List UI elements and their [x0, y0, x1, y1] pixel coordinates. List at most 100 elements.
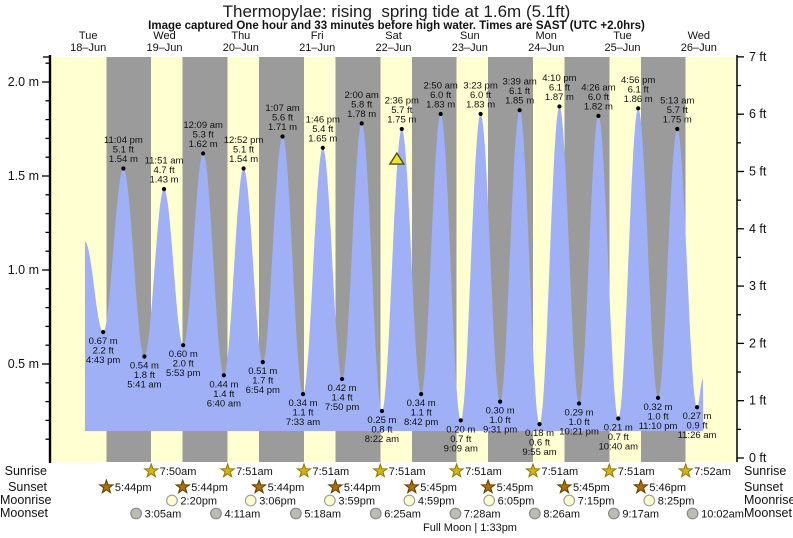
moonrise-icon: [563, 494, 576, 507]
low-tide-dot: [537, 422, 542, 427]
low-tide-dot: [576, 401, 582, 406]
low-tide-label: 0.54 m 1.8 ft 5:41 am: [127, 360, 161, 390]
high-tide-label: 3:23 pm 6.0 ft 1.83 m: [463, 80, 497, 110]
low-tide-label: 0.34 m 1.1 ft 8:42 pm: [404, 398, 438, 428]
left-axis-tick-label: 0.5 m: [8, 357, 39, 371]
moonrise-time: 7:15pm: [578, 496, 615, 508]
low-tide-label: 0.44 m 1.4 ft 6:40 am: [207, 379, 241, 409]
high-tide-dot: [320, 145, 325, 150]
sunset-time: 5:44pm: [115, 482, 152, 494]
sunrise-time: 7:51am: [236, 466, 273, 478]
low-tide-dot: [419, 391, 424, 397]
day-label: Sat 22–Jun: [375, 30, 411, 54]
moonset-time: 7:28am: [464, 509, 501, 521]
sunset-time: 5:44pm: [191, 482, 228, 494]
sunrise-time: 7:50am: [160, 466, 197, 478]
high-tide-dot: [557, 104, 562, 109]
low-tide-label: 0.25 m 0.8 ft 8:22 am: [365, 415, 399, 445]
sunrise-icon: [524, 462, 542, 478]
sunset-icon: [174, 478, 191, 494]
day-label: Mon 24–Jun: [528, 30, 564, 54]
high-tide-dot: [438, 111, 443, 117]
sunset-row-label-left: Sunset: [8, 480, 47, 494]
low-tide-label: 0.51 m 1.7 ft 6:54 pm: [246, 366, 280, 396]
low-tide-dot: [379, 408, 385, 414]
sunrise-time: 7:52am: [694, 466, 731, 478]
moonset-time: 8:26am: [543, 509, 580, 521]
low-tide-label: 0.60 m 2.0 ft 5:53 pm: [166, 349, 200, 379]
sunset-time: 5:44pm: [344, 482, 381, 494]
high-tide-label: 2:36 pm 5.7 ft 1.75 m: [385, 96, 419, 126]
right-axis-tick-label: 7 ft: [749, 50, 767, 64]
day-label: Thu 20–Jun: [223, 30, 259, 54]
low-tide-label: 0.29 m 1.0 ft 10:21 pm: [559, 407, 599, 437]
sunset-row-label-right: Sunset: [744, 480, 783, 494]
day-label: Fri 21–Jun: [299, 30, 335, 54]
high-tide-dot: [201, 151, 206, 156]
low-tide-label: 0.21 m 0.7 ft 10:40 am: [598, 423, 638, 453]
low-tide-dot: [616, 416, 621, 421]
low-tide-label: 0.67 m 2.2 ft 4:43 pm: [86, 336, 120, 366]
sunrise-row-label-left: Sunrise: [4, 464, 47, 478]
high-tide-dot: [399, 126, 404, 132]
moonset-time: 4:11am: [224, 509, 260, 521]
high-tide-label: 4:10 pm 6.1 ft 1.87 m: [542, 73, 576, 103]
high-tide-dot: [675, 126, 680, 132]
low-tide-dot: [694, 405, 700, 410]
high-tide-dot: [280, 134, 285, 139]
moonrise-row-label-right: Moonrise: [744, 493, 793, 507]
moonset-icon: [607, 507, 620, 520]
moonrise-icon: [643, 494, 656, 507]
high-tide-label: 1:46 pm 5.4 ft 1.65 m: [306, 114, 340, 144]
moonset-icon: [369, 507, 382, 520]
sunrise-icon: [295, 462, 313, 478]
sunrise-time: 7:51am: [541, 466, 578, 478]
sunrise-time: 7:51am: [465, 466, 502, 478]
left-axis-tick-label: 1.5 m: [8, 169, 39, 183]
sunrise-icon: [601, 462, 618, 478]
moonrise-time: 3:06pm: [259, 496, 296, 508]
moonset-icon: [130, 507, 143, 520]
moonrise-icon: [483, 494, 496, 507]
high-tide-dot: [636, 106, 641, 111]
day-label: Tue 18–Jun: [70, 30, 106, 54]
sunset-time: 5:45pm: [497, 482, 534, 494]
moonset-icon: [449, 507, 462, 520]
moonrise-icon: [244, 494, 257, 507]
moonset-time: 5:18am: [304, 509, 341, 521]
left-axis-tick-label: 2.0 m: [8, 75, 39, 89]
high-tide-label: 1:07 am 5.6 ft 1.71 m: [265, 103, 299, 133]
low-tide-label: 0.30 m 1.0 ft 9:31 pm: [483, 406, 517, 436]
sunset-icon: [480, 478, 497, 494]
moon-phase-label: Full Moon | 1:33pm: [423, 522, 517, 534]
high-tide-dot: [359, 121, 364, 126]
low-tide-label: 0.42 m 1.4 ft 7:50 pm: [325, 383, 359, 413]
day-label: Tue 25–Jun: [604, 30, 640, 54]
sunset-icon: [632, 478, 649, 494]
sunrise-icon: [448, 462, 465, 478]
moonrise-time: 4:59pm: [418, 496, 455, 508]
moonset-time: 9:17am: [622, 509, 659, 521]
high-tide-dot: [241, 166, 246, 171]
moonrise-icon: [166, 494, 178, 507]
sunset-time: 5:46pm: [649, 482, 686, 494]
sunrise-icon: [143, 462, 160, 478]
high-tide-label: 5:13 am 5.7 ft 1.75 m: [660, 96, 694, 126]
low-tide-dot: [458, 418, 463, 423]
sunset-icon: [403, 478, 420, 494]
moonset-icon: [289, 507, 302, 520]
moonset-time: 10:02am: [701, 509, 744, 521]
high-tide-label: 4:26 am 6.0 ft 1.82 m: [581, 82, 615, 112]
moonset-icon: [528, 507, 541, 520]
low-tide-label: 0.34 m 1.1 ft 7:33 am: [286, 398, 320, 428]
low-tide-dot: [260, 360, 265, 365]
high-tide-label: 11:04 pm 5.1 ft 1.54 m: [104, 135, 143, 165]
high-tide-label: 4:56 pm 6.1 ft 1.86 m: [621, 75, 655, 105]
right-axis-tick-label: 4 ft: [749, 222, 767, 236]
sunrise-time: 7:51am: [389, 466, 426, 478]
high-tide-label: 12:52 pm 5.1 ft 1.54 m: [224, 135, 264, 165]
moonrise-time: 6:05pm: [498, 496, 535, 508]
high-tide-dot: [121, 166, 126, 171]
